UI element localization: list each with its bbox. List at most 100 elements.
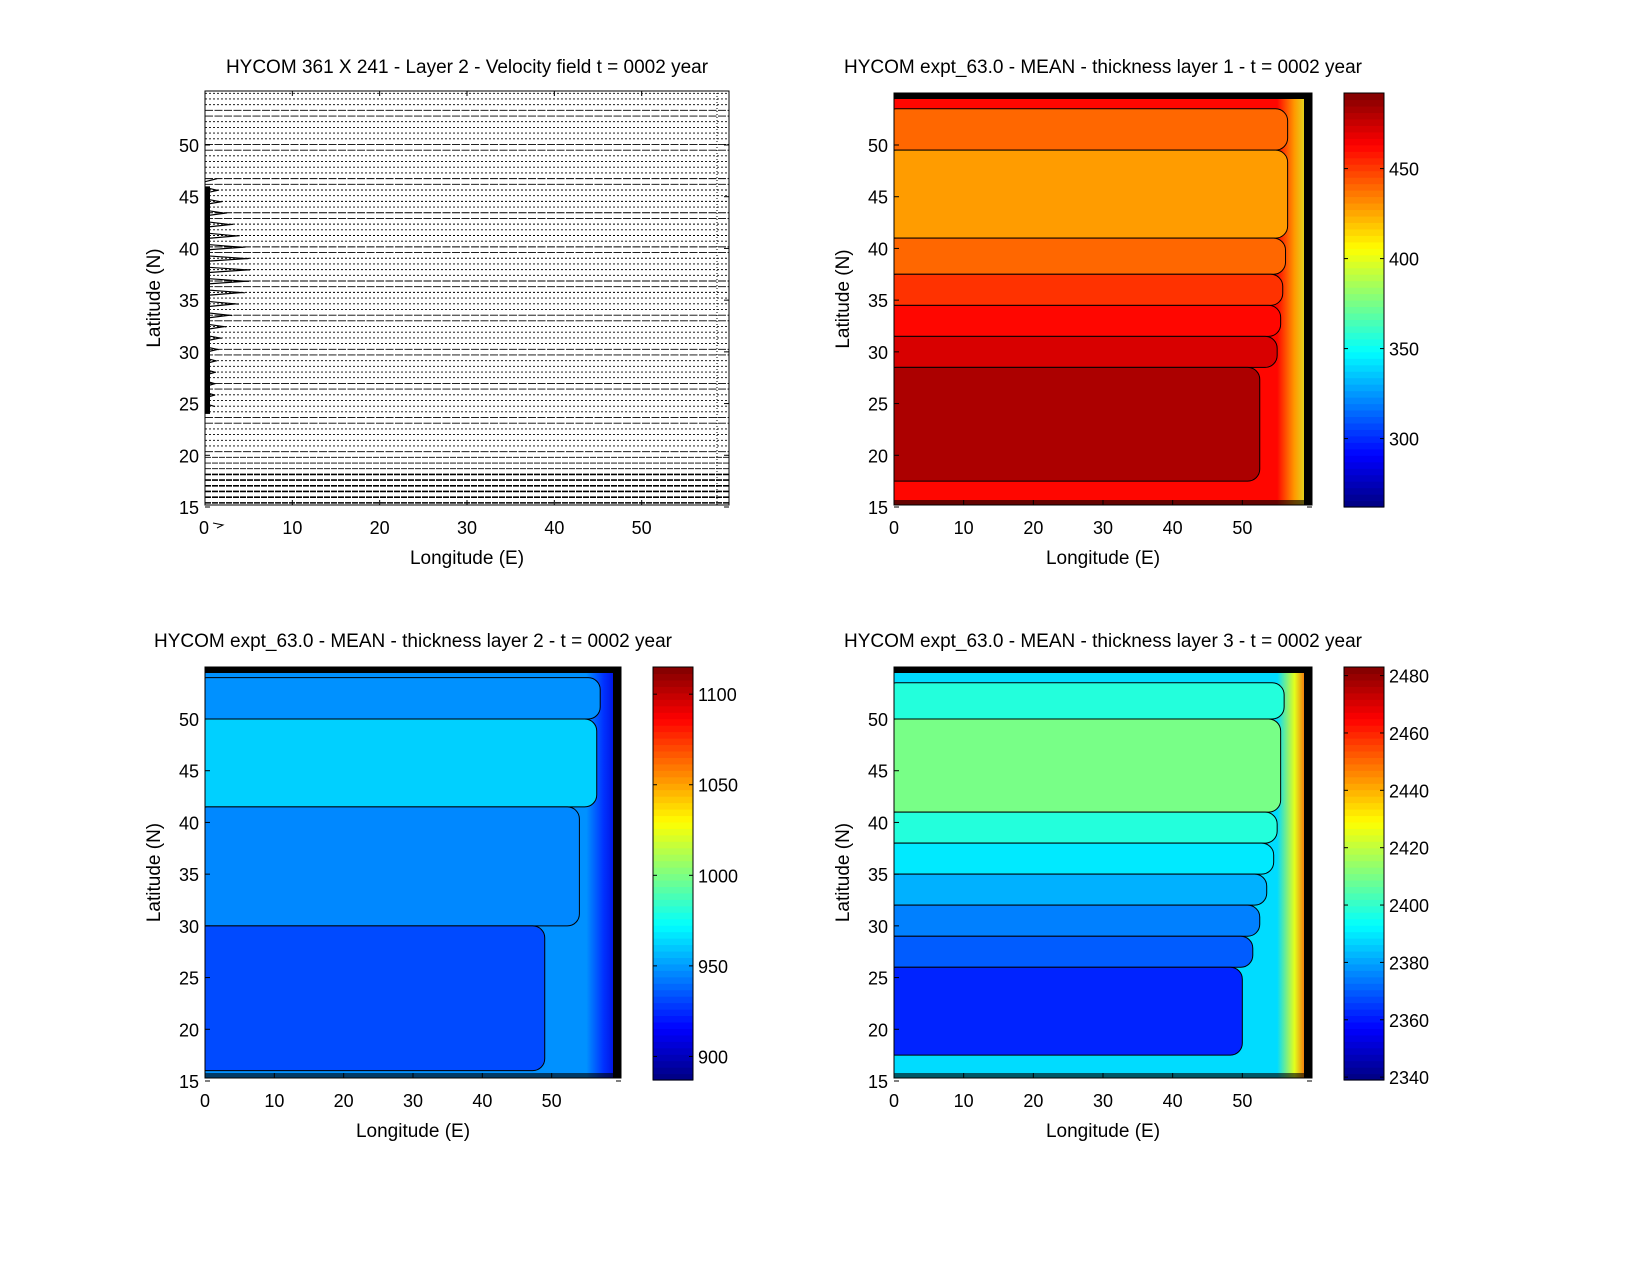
colorbar-segment [1344, 1041, 1384, 1049]
colorbar-segment [1344, 202, 1384, 211]
colorbar-segment [1344, 899, 1384, 907]
contour-band [894, 682, 1285, 720]
y-tick-label: 40 [179, 813, 199, 833]
y-tick-label: 15 [179, 498, 199, 518]
contour-band [894, 149, 1289, 239]
colorbar-segment [1344, 1067, 1384, 1075]
y-axis-label: Latitude (N) [833, 249, 854, 348]
y-tick-label: 15 [179, 1072, 199, 1092]
x-tick-label: 30 [1093, 518, 1113, 538]
contour-band [894, 873, 1268, 906]
x-tick-label: 0 [889, 518, 899, 538]
colorbar-segment [653, 699, 693, 707]
colorbar-segment [1344, 500, 1384, 508]
colorbar-segment [1344, 144, 1384, 152]
panel-3: 900 950 1000 1050 1100 0 10 20 30 40 50 15 20 25 30 35 4… [144, 631, 738, 1142]
colorbar-tick-label: 1050 [698, 776, 738, 796]
colorbar-segment [653, 886, 693, 894]
colorbar-segment [1344, 873, 1384, 881]
velocity-arrow-jet [205, 243, 243, 248]
colorbar-segment [1344, 796, 1384, 804]
colorbar-segment [1344, 222, 1384, 230]
contour-band [894, 904, 1261, 937]
colorbar-segment [653, 892, 693, 900]
colorbar-segment [1344, 1054, 1384, 1062]
colorbar-segment [1344, 274, 1384, 282]
y-tick-label: 35 [179, 865, 199, 885]
y-tick-label: 50 [868, 710, 888, 730]
colorbar-segment [1344, 287, 1384, 295]
colorbar-segment [1344, 280, 1384, 288]
contour-band [205, 718, 598, 808]
contour-band [894, 966, 1243, 1056]
colorbar-segment [1344, 944, 1384, 952]
colorbar-segment [1344, 125, 1384, 133]
colorbar-segment [1344, 912, 1384, 920]
colorbar-segment [1344, 371, 1384, 379]
chart-title: HYCOM expt_63.0 - MEAN - thickness layer… [154, 631, 673, 652]
colorbar-segment [1344, 963, 1384, 971]
colorbar-segment [653, 692, 693, 700]
colorbar-segment [653, 1034, 693, 1042]
y-tick-label: 40 [868, 239, 888, 259]
contour-band [894, 811, 1278, 844]
colorbar-segment [1344, 416, 1384, 424]
colorbar-segment [653, 667, 693, 675]
x-tick-label: 20 [1023, 518, 1043, 538]
colorbar-segment [1344, 1047, 1384, 1055]
x-tick-label: 20 [370, 518, 390, 538]
colorbar-segment [1344, 1015, 1384, 1023]
x-axis-label: Longitude (E) [356, 1121, 470, 1142]
colorbar-segment [1344, 300, 1384, 308]
colorbar-segment [1344, 757, 1384, 765]
colorbar-segment [1344, 802, 1384, 810]
colorbar-segment [653, 705, 693, 713]
colorbar-segment [1344, 737, 1384, 746]
colorbar-segment [1344, 789, 1384, 797]
colorbar-segment [653, 834, 693, 842]
colorbar-segment [1344, 241, 1384, 249]
colorbar-segment [1344, 215, 1384, 223]
colorbar-segment [1344, 686, 1384, 694]
velocity-arrow-jet [205, 232, 237, 237]
colorbar-segment [1344, 776, 1384, 784]
colorbar-segment [1344, 750, 1384, 758]
reference-arrow-label: 0 [199, 518, 209, 538]
colorbar-segment [1344, 384, 1384, 392]
colorbar-segment [1344, 164, 1384, 172]
colorbar-segment [1344, 312, 1384, 321]
colorbar-segment [1344, 261, 1384, 269]
colorbar-tick-label: 2340 [1389, 1068, 1429, 1088]
eastern-wall [1304, 667, 1312, 1078]
colorbar-segment [1344, 847, 1384, 855]
colorbar-segment [653, 789, 693, 797]
eastern-boundary [716, 91, 729, 505]
colorbar-segment [1344, 403, 1384, 411]
panel-1: 0 10 20 30 40 50 15 20 25 30 35 40 45 50 Longitude (E)… [144, 57, 730, 569]
colorbar-frame [652, 666, 694, 1081]
colorbar-segment [1344, 319, 1384, 327]
contour-band [894, 718, 1282, 813]
contour-band [894, 842, 1275, 875]
y-tick-label: 15 [868, 498, 888, 518]
colorbar-tick-label: 2400 [1389, 896, 1429, 916]
colorbar-segment [653, 679, 693, 687]
colorbar-segment [1344, 377, 1384, 385]
colorbar-segment [1344, 744, 1384, 752]
colorbar-segment [653, 821, 693, 829]
colorbar-segment [653, 867, 693, 875]
colorbar-segment [653, 854, 693, 862]
colorbar-segment [653, 1067, 693, 1075]
colorbar-segment [653, 796, 693, 804]
colorbar-segment [1344, 254, 1384, 262]
colorbar-segment [653, 770, 693, 778]
y-axis-label: Latitude (N) [833, 823, 854, 922]
colorbar-segment [1344, 1034, 1384, 1042]
plot-area [894, 667, 1312, 1078]
colorbar-segment [1344, 474, 1384, 482]
colorbar-segment [1344, 338, 1384, 346]
colorbar-tick-label: 2360 [1389, 1011, 1429, 1031]
colorbar-segment [1344, 487, 1384, 495]
reference-arrow-icon [212, 522, 225, 529]
y-tick-label: 45 [179, 762, 199, 782]
